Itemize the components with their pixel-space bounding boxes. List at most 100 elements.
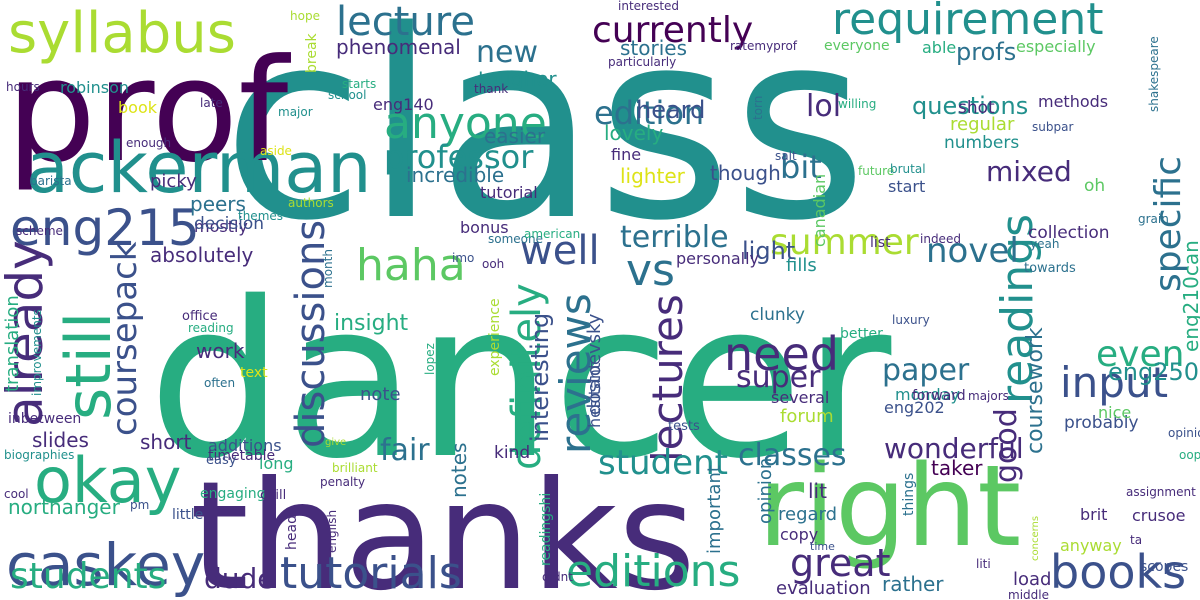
word-already: already	[0, 240, 54, 427]
word-eng140: eng140	[373, 95, 434, 114]
word-numbers: numbers	[944, 133, 1019, 153]
word-clunky: clunky	[750, 305, 805, 325]
word-load: load	[1013, 569, 1051, 590]
word-reading: reading	[188, 321, 234, 335]
word-picky: picky	[150, 171, 197, 192]
word-edition: edition	[594, 94, 704, 132]
word-requirement: requirement	[832, 0, 1104, 45]
word-fills: fills	[786, 255, 817, 276]
word-profs: profs	[956, 38, 1016, 66]
word-long: long	[259, 454, 294, 473]
word-notes: notes	[447, 443, 471, 498]
word-evaluation: evaluation	[776, 578, 871, 599]
word-majors: majors	[968, 389, 1009, 403]
word-scopes: scopes	[1140, 559, 1188, 575]
word-particularly: particularly	[608, 55, 676, 69]
word-decision: decision	[194, 214, 264, 234]
word-eng210can: eng210can	[1179, 240, 1200, 352]
word-someone: someone	[488, 232, 543, 246]
word-biographies: biographies	[4, 448, 74, 462]
word-input: input	[1060, 358, 1168, 407]
word-novel: novel	[926, 231, 1019, 271]
word-willing: willing	[838, 97, 876, 111]
word-english: english	[325, 510, 339, 553]
word-great: great	[790, 541, 890, 585]
word-opinions: opinions	[1168, 426, 1200, 440]
word-important: important	[704, 465, 725, 554]
word-readingshi: readingshi	[538, 493, 554, 566]
word-summer: summer	[770, 222, 919, 263]
word-specific: specific	[1148, 156, 1189, 292]
word-ta: ta	[1130, 533, 1142, 547]
word-students: students	[10, 556, 166, 597]
word-light: light	[742, 237, 795, 265]
word-authors: authors	[288, 196, 334, 210]
word-chill: chill	[260, 488, 286, 503]
word-thank: thank	[474, 82, 508, 96]
word-easier: easier	[484, 124, 546, 148]
word-grain: grain	[1138, 212, 1169, 226]
word-subpar: subpar	[1032, 120, 1073, 134]
word-liti: liti	[976, 557, 991, 571]
word-often: often	[204, 376, 235, 390]
word-methods: methods	[1038, 92, 1108, 111]
word-tutorial: tutorial	[480, 183, 538, 202]
word-okay: okay	[34, 444, 181, 517]
word-ooh: ooh	[482, 257, 504, 271]
word-regard: regard	[778, 504, 837, 525]
word-note: note	[360, 384, 401, 405]
word-personally: personally	[676, 249, 759, 268]
word-luxury: luxury	[892, 313, 930, 327]
word-scheme: scheme	[16, 224, 63, 238]
word-rather: rather	[882, 572, 944, 596]
word-assignment: assignment	[1126, 485, 1196, 499]
word-hope: hope	[290, 9, 320, 23]
word-experience: experience	[487, 298, 503, 376]
word-brit: brit	[1080, 505, 1107, 524]
word-lopez: lopez	[423, 343, 437, 375]
word-office: office	[182, 309, 218, 324]
word-slides: slides	[32, 428, 89, 452]
word-new: new	[476, 35, 538, 70]
word-opinion: opinion	[755, 458, 776, 524]
word-cool: cool	[4, 487, 29, 501]
word-mostly: mostly	[194, 217, 248, 236]
word-concerns: concerns	[1030, 516, 1041, 561]
word-oh: oh	[1084, 176, 1105, 196]
word-mixed: mixed	[986, 155, 1072, 188]
word-peers: peers	[190, 192, 246, 216]
word-american: american	[524, 227, 580, 241]
word-yeah: yeah	[1030, 237, 1059, 251]
word-probably: probably	[1064, 413, 1139, 433]
word-eng215: eng215	[10, 199, 200, 257]
word-aside: aside	[260, 144, 292, 158]
word-incredible: incredible	[406, 163, 504, 187]
word-regular: regular	[950, 114, 1015, 135]
word-better: better	[840, 326, 883, 342]
word-need: need	[724, 327, 839, 381]
word-wonderful: wonderful	[884, 432, 1024, 465]
word-interesting: interesting	[526, 313, 554, 442]
word-collection: collection	[1028, 223, 1110, 243]
word-text: text	[240, 365, 268, 381]
word-barista: barista	[30, 174, 72, 188]
word-shot: shot	[958, 98, 995, 118]
word-engaging: engaging	[200, 486, 266, 502]
word-torn: torn	[751, 96, 765, 120]
word-easy: easy	[206, 453, 237, 468]
word-middle: middle	[1008, 588, 1049, 600]
word-well: well	[520, 228, 600, 274]
word-anyway: anyway	[1060, 536, 1122, 555]
word-fine: fine	[611, 145, 641, 164]
word-caskey: caskey	[6, 531, 205, 599]
word-bit: bit	[780, 148, 822, 186]
word-ackerman: ackerman	[26, 127, 372, 209]
word-dancer: dancer	[148, 255, 892, 506]
word-insight: insight	[334, 311, 409, 336]
word-crusoe: crusoe	[1132, 506, 1185, 525]
word-break: break	[304, 32, 320, 73]
word-indeed: indeed	[920, 232, 961, 246]
word-enough: enough	[126, 136, 171, 150]
word-books: books	[1050, 545, 1186, 599]
word-give: give	[325, 437, 346, 448]
